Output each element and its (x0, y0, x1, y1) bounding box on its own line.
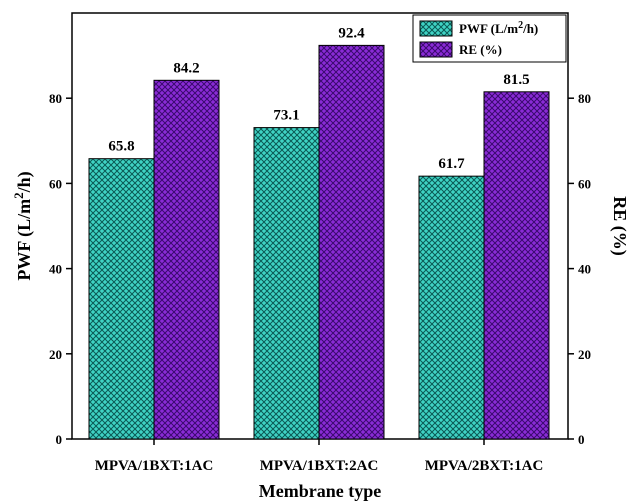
legend-swatch-re (419, 41, 453, 58)
legend-label-pwf: PWF (L/m2/h) (459, 20, 538, 36)
x-tick-label-2: MPVA/1BXT:2AC (260, 458, 379, 474)
data-label-re-3: 81.5 (503, 72, 529, 88)
bar-re-2 (318, 44, 385, 440)
data-labels-group: 65.8 84.2 73.1 92.4 61.7 81.5 (108, 25, 529, 172)
x-tick-label-3: MPVA/2BXT:1AC (425, 458, 544, 474)
legend-label-re: RE (%) (459, 42, 502, 57)
x-axis-title: Membrane type (259, 481, 381, 501)
right-tick-label-40: 40 (578, 262, 591, 277)
data-label-pwf-2: 73.1 (273, 108, 299, 124)
x-axis: MPVA/1BXT:1AC MPVA/1BXT:2AC MPVA/2BXT:1AC (95, 439, 544, 474)
right-axis-title: RE (%) (609, 196, 627, 256)
bar-re-1 (153, 79, 220, 440)
left-axis: 0 20 40 60 80 (49, 91, 72, 447)
data-label-re-2: 92.4 (338, 25, 365, 41)
right-axis: 0 20 40 60 80 (568, 91, 591, 447)
right-tick-label-20: 20 (578, 347, 591, 362)
data-label-pwf-1: 65.8 (108, 139, 134, 155)
bars-group (88, 44, 550, 440)
left-axis-title: PWF (L/m2/h) (11, 171, 35, 280)
bar-pwf-1 (88, 158, 155, 440)
right-tick-label-60: 60 (578, 176, 591, 191)
left-tick-label-20: 20 (49, 347, 62, 362)
left-tick-label-0: 0 (56, 432, 63, 447)
x-tick-label-1: MPVA/1BXT:1AC (95, 458, 214, 474)
bar-pwf-3 (418, 175, 485, 440)
legend-swatch-pwf (419, 20, 453, 37)
legend: PWF (L/m2/h) RE (%) (412, 14, 567, 63)
data-label-pwf-3: 61.7 (438, 156, 465, 172)
left-tick-label-60: 60 (49, 176, 62, 191)
bar-pwf-2 (253, 127, 320, 440)
left-tick-label-40: 40 (49, 262, 62, 277)
bar-re-3 (483, 91, 550, 440)
left-tick-label-80: 80 (49, 91, 62, 106)
data-label-re-1: 84.2 (173, 60, 199, 76)
right-tick-label-0: 0 (578, 432, 585, 447)
right-tick-label-80: 80 (578, 91, 591, 106)
